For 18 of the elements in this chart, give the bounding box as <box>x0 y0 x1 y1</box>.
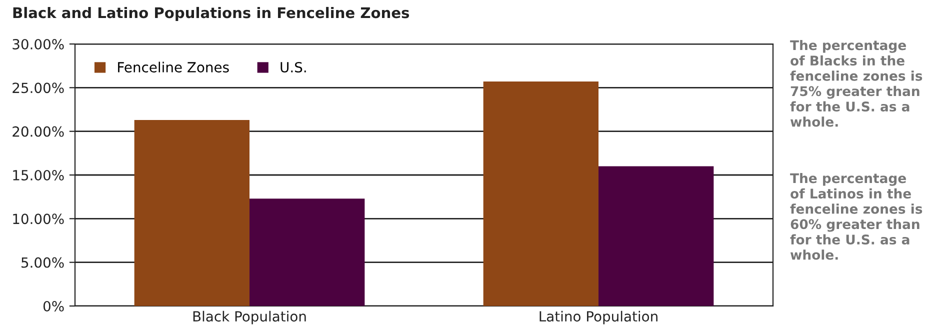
legend-label: U.S. <box>280 62 306 72</box>
bar <box>598 166 714 306</box>
bar <box>250 198 365 306</box>
text: The percentage of Blacks in the fenceline zones is 75% greater than for the U.S. as a whole. <box>790 40 922 127</box>
x-tick-label: Black Population <box>193 310 306 324</box>
y-tick-label: 25.00% <box>12 82 64 94</box>
y-tick-label: 10.00% <box>13 214 64 224</box>
y-tick-label: 20.00% <box>12 126 64 137</box>
legend-label: Fenceline Zones <box>118 62 229 72</box>
x-tick-label: Latino Population <box>540 310 658 324</box>
y-tick-label: 0% <box>43 300 64 312</box>
y-tick-label: 15.00% <box>13 170 64 180</box>
y-tick-label: 5.00% <box>22 257 64 268</box>
chart-title: Black and Latino Populations in Fenceline Zones <box>13 6 410 22</box>
text: The percentage of Latinos in the fenceline zones is 60% greater than for the U.S. as a whole. <box>790 173 922 260</box>
bar <box>134 120 250 306</box>
y-tick-label: 30.00% <box>12 38 64 50</box>
bar <box>483 82 598 306</box>
